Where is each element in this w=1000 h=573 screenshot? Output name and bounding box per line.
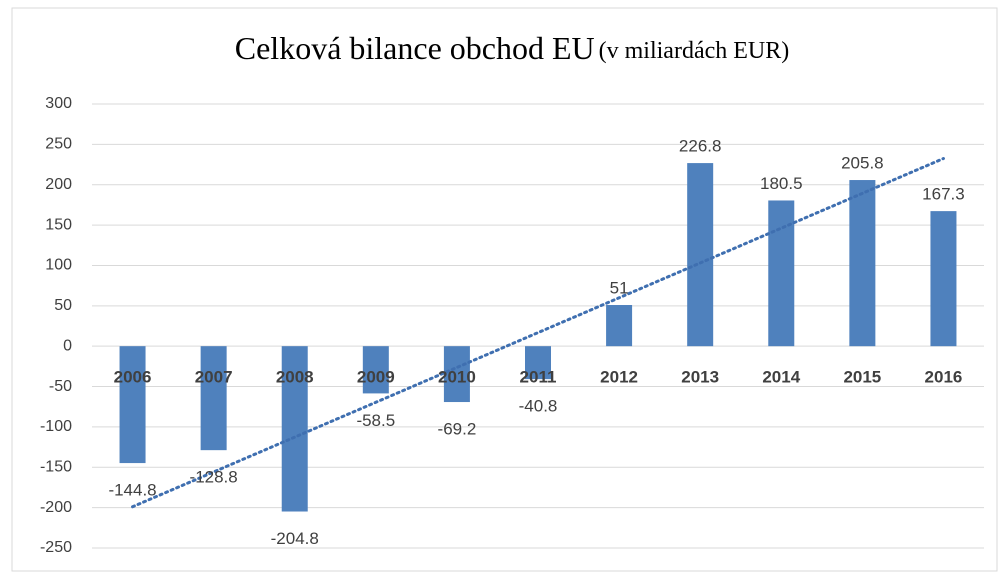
x-tick-label: 2012 [600,368,638,387]
y-tick-label: -150 [40,458,72,475]
bar [443,346,470,403]
x-tick-label: 2011 [520,368,557,387]
y-tick-label: -250 [40,539,72,556]
value-label: 180.5 [760,174,803,193]
chart-border [11,7,998,572]
x-tick-label: 2006 [114,368,152,387]
bar [606,305,633,347]
y-tick-label: 200 [45,176,72,193]
y-tick-label: -100 [40,418,72,435]
chart-subtitle: (v miliardách EUR) [599,38,790,64]
bar [849,180,876,347]
value-label: -69.2 [438,420,477,439]
value-label: 51 [610,278,629,297]
bar [281,346,308,512]
bar [362,346,389,394]
bar [930,211,957,347]
value-label: 226.8 [679,137,722,156]
y-tick-label: 300 [45,95,72,112]
value-label: 205.8 [841,154,884,173]
x-tick-label: 2015 [843,368,881,387]
bar [687,163,714,347]
bar [768,200,795,347]
y-tick-label: 50 [54,297,72,314]
y-tick-label: 0 [63,337,72,354]
value-label: -40.8 [519,397,558,416]
y-tick-label: 250 [45,136,72,153]
value-label: -128.8 [190,468,238,487]
value-label: -144.8 [108,481,156,500]
chart-heading: Celková bilance obchod EU (v miliardách … [235,30,790,66]
x-tick-label: 2016 [925,368,963,387]
value-label: 167.3 [922,185,965,204]
bar [119,346,146,464]
bar [200,346,227,451]
value-label: -58.5 [356,411,395,430]
y-tick-label: -200 [40,499,72,516]
x-tick-label: 2014 [762,368,800,387]
x-tick-label: 2010 [438,368,476,387]
y-tick-label: -50 [49,378,72,395]
x-tick-label: 2008 [276,368,314,387]
trendline [131,157,945,509]
chart-title: Celková bilance obchod EU [235,30,595,66]
bar [525,346,551,380]
x-tick-label: 2007 [195,368,233,387]
y-tick-label: 150 [45,216,72,233]
x-tick-label: 2009 [357,368,395,387]
x-tick-label: 2013 [681,368,719,387]
y-tick-label: 100 [45,257,72,274]
value-label: -204.8 [271,529,319,548]
